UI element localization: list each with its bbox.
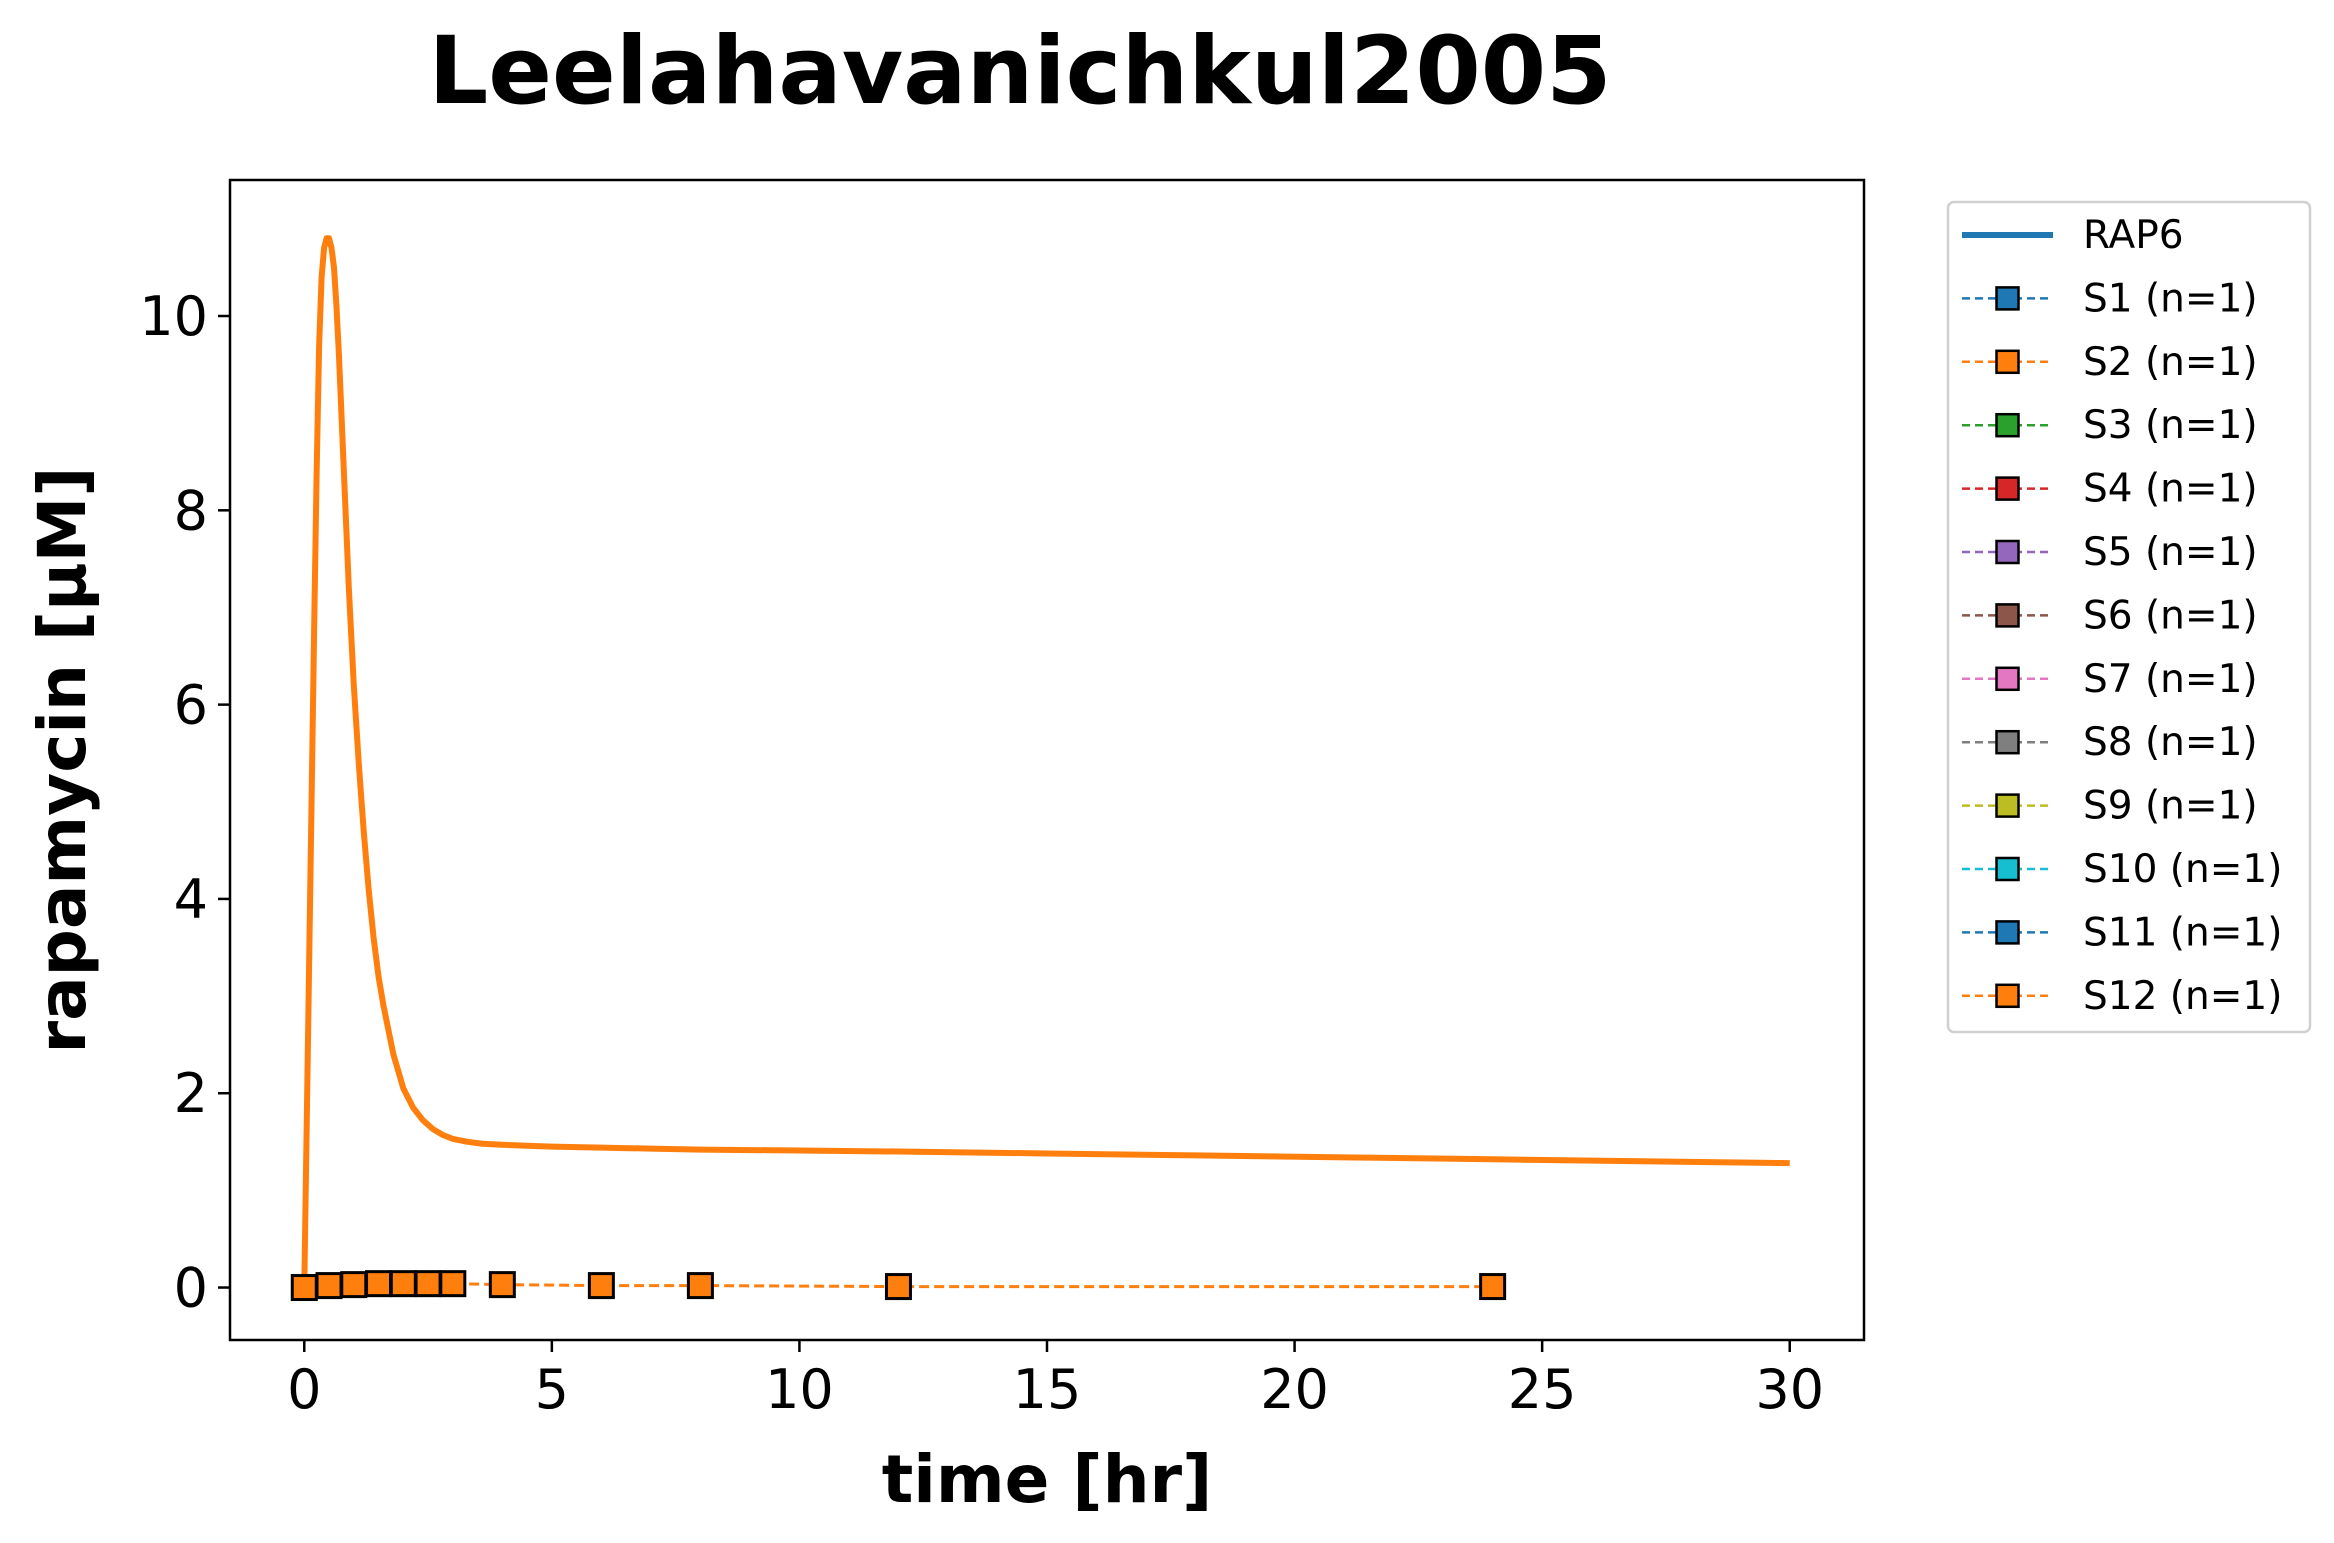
legend-handle-marker xyxy=(1995,412,2020,438)
legend-handle-marker xyxy=(1995,286,2020,311)
legend-frame xyxy=(1946,200,2312,1034)
x-tick-label: 20 xyxy=(1260,1358,1329,1421)
legend-handle-marker xyxy=(1995,349,2020,375)
data-point xyxy=(290,1274,318,1302)
legend-label-s4: S4 (n=1) xyxy=(2083,467,2258,512)
legend-handle-marker xyxy=(1995,539,2020,565)
legend-label-s3: S3 (n=1) xyxy=(2083,403,2258,448)
axis-ticks: 0 5 10 15 20 25 30 0 2 4 6 8 10 xyxy=(139,285,1824,1421)
data-point xyxy=(389,1270,417,1298)
legend-label-s2: S2 (n=1) xyxy=(2083,340,2258,385)
y-tick-label: 6 xyxy=(174,674,208,737)
x-tick-label: 25 xyxy=(1508,1358,1577,1421)
data-point xyxy=(414,1270,442,1298)
y-tick-label: 8 xyxy=(174,479,208,542)
legend-label-s5: S5 (n=1) xyxy=(2083,530,2258,575)
legend-label-s12: S12 (n=1) xyxy=(2083,974,2282,1019)
legend-label-s9: S9 (n=1) xyxy=(2083,784,2258,829)
x-tick-label: 30 xyxy=(1755,1358,1824,1421)
legend-handle-marker xyxy=(1995,920,2020,945)
legend-handle-marker xyxy=(1995,793,2020,818)
plot-area xyxy=(290,235,1790,1302)
data-point xyxy=(340,1271,368,1299)
legend-handle-marker xyxy=(1995,983,2020,1009)
legend-handle-marker xyxy=(1995,666,2020,692)
legend-handle-marker xyxy=(1995,729,2020,755)
x-axis-label: time [hr] xyxy=(882,1441,1213,1518)
y-tick-label: 10 xyxy=(139,285,208,348)
x-tick-label: 0 xyxy=(287,1358,321,1421)
data-point xyxy=(315,1272,343,1300)
y-tick-label: 0 xyxy=(174,1257,208,1320)
data-point xyxy=(686,1272,714,1300)
legend-label-s7: S7 (n=1) xyxy=(2083,657,2258,702)
y-tick-label: 4 xyxy=(174,868,208,931)
x-tick-label: 10 xyxy=(765,1358,834,1421)
y-tick-label: 2 xyxy=(174,1062,208,1125)
legend-handle-marker xyxy=(1995,476,2020,501)
legend-handle-marker xyxy=(1995,603,2020,628)
legend-label-rap6: RAP6 xyxy=(2083,213,2184,258)
legend-label-s8: S8 (n=1) xyxy=(2083,720,2258,765)
data-point xyxy=(439,1270,467,1298)
series-line-rap6 xyxy=(301,235,1790,1288)
legend: RAP6 S1 (n=1) S2 (n=1) S3 (n=1) S4 (n=1) S5 (… xyxy=(1946,200,2312,1034)
legend-label-s1: S1 (n=1) xyxy=(2083,276,2258,321)
x-tick-label: 5 xyxy=(535,1358,569,1421)
data-point xyxy=(1479,1273,1507,1301)
chart-title: Leelahavanichkul2005 xyxy=(428,17,1611,126)
legend-handle-marker xyxy=(1995,856,2020,882)
plot-frame xyxy=(228,178,1866,1342)
legend-label-s10: S10 (n=1) xyxy=(2083,847,2282,892)
x-tick-label: 15 xyxy=(1013,1358,1082,1421)
data-point xyxy=(587,1272,615,1300)
data-point xyxy=(884,1273,912,1301)
y-axis-label: rapamycin [µM] xyxy=(24,467,101,1054)
legend-label-s6: S6 (n=1) xyxy=(2083,593,2258,638)
data-point xyxy=(365,1270,393,1298)
legend-label-s11: S11 (n=1) xyxy=(2083,910,2282,955)
data-point xyxy=(488,1271,516,1299)
